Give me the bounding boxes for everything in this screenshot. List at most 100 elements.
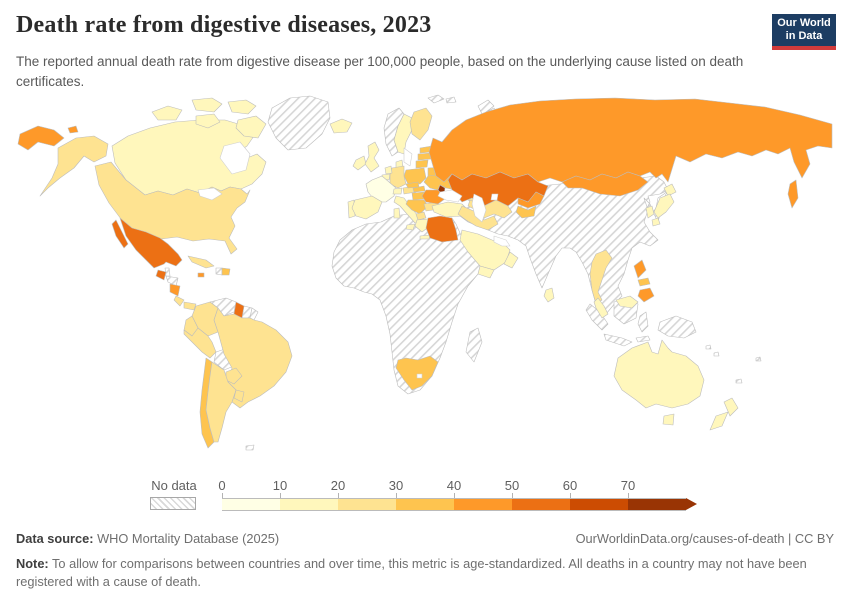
country-russia-sakhalin[interactable] [787,179,799,209]
owid-logo-line2: in Data [785,30,823,42]
legend-bins [222,498,686,511]
legend-no-data-swatch [150,497,196,510]
country-argentina[interactable] [205,361,237,443]
black-sea [437,189,463,203]
country-switzerland[interactable] [392,187,403,195]
region-africa[interactable] [331,213,489,395]
country-italy-sicily[interactable] [405,223,416,231]
region-asia[interactable] [459,175,669,317]
data-source-value: WHO Mortality Database (2025) [93,531,280,546]
map-legend: No data 0 10 20 30 40 50 60 70 [0,478,850,518]
country-japan-kyushu[interactable] [651,217,661,227]
country-iceland[interactable] [329,118,353,134]
legend-bin-10-20[interactable] [280,498,338,511]
legend-bin-50-60[interactable] [512,498,570,511]
country-malaysia[interactable] [593,297,609,319]
country-uk[interactable] [364,141,380,173]
region-lesser-sunda[interactable] [635,335,651,343]
country-canada-arctic-3[interactable] [227,99,257,115]
country-thailand[interactable] [589,249,613,305]
country-spain[interactable] [351,195,383,220]
country-philippines-luzon[interactable] [633,259,647,279]
country-guatemala[interactable] [155,269,167,281]
country-tajikistan[interactable] [515,205,537,219]
country-south-africa[interactable] [395,355,439,391]
country-costa-rica[interactable] [173,295,185,307]
legend-tick-label: 70 [620,478,636,493]
country-alaska[interactable] [39,135,109,197]
country-dominican-republic[interactable] [221,267,231,276]
legend-tick-label: 10 [272,478,288,493]
country-philippines-visayas[interactable] [637,277,651,287]
country-yemen[interactable] [477,265,495,279]
country-egypt[interactable] [425,215,459,243]
attribution-link[interactable]: OurWorldinData.org/causes-of-death | CC … [575,531,834,546]
country-malaysia-borneo[interactable] [615,295,639,309]
world-choropleth-map[interactable] [0,90,850,470]
legend-bin-40-50[interactable] [454,498,512,511]
legend-bin-70+[interactable] [628,498,686,511]
region-greenland[interactable] [267,95,331,151]
owid-logo[interactable]: Our World in Data [772,14,836,50]
legend-bin-60-70[interactable] [570,498,628,511]
country-mexico-baja[interactable] [111,219,129,249]
country-sri-lanka[interactable] [543,287,555,303]
region-haiti[interactable] [215,267,223,276]
country-nicaragua[interactable] [169,283,181,297]
country-japan-hokkaido[interactable] [663,183,677,197]
country-russia-chukotka[interactable] [17,125,65,151]
country-canada-victoria[interactable] [195,113,221,129]
country-mongolia[interactable] [561,171,649,197]
country-finland[interactable] [409,107,433,141]
country-canada-arctic-2[interactable] [191,97,223,113]
country-canada-baffin[interactable] [235,115,267,139]
country-italy-sardinia[interactable] [393,207,401,219]
baltic-sea [403,147,413,167]
legend-bin-0-10[interactable] [222,498,280,511]
region-new-guinea[interactable] [657,315,697,339]
country-canada-arctic-1[interactable] [151,105,183,121]
country-panama[interactable] [183,301,197,311]
country-lithuania[interactable] [415,159,429,169]
legend-no-data-label: No data [151,478,197,493]
legend-bin-30-40[interactable] [396,498,454,511]
country-ireland[interactable] [352,155,367,171]
country-cuba[interactable] [187,255,215,269]
country-kyrgyzstan[interactable] [517,191,545,209]
country-australia[interactable] [613,339,705,409]
country-south-korea[interactable] [645,205,655,219]
country-netherlands[interactable] [384,165,393,175]
region-svalbard-2[interactable] [445,96,457,104]
country-peru[interactable] [183,327,217,359]
legend-tick-label: 30 [388,478,404,493]
country-russia-chukotka-2[interactable] [67,125,79,134]
region-java[interactable] [603,333,633,347]
country-japan-honshu[interactable] [653,193,675,219]
legend-no-data[interactable]: No data [150,478,198,510]
page-title: Death rate from digestive diseases, 2023 [16,12,432,38]
country-jamaica[interactable] [197,272,205,278]
country-albania[interactable] [415,211,427,221]
country-poland[interactable] [403,167,427,185]
country-new-zealand-south[interactable] [709,411,729,431]
data-source: Data source: WHO Mortality Database (202… [16,530,279,549]
country-uruguay[interactable] [233,389,245,403]
region-madagascar[interactable] [465,327,483,363]
legend-bin-20-30[interactable] [338,498,396,511]
country-new-zealand-north[interactable] [723,397,739,417]
chart-subtitle: The reported annual death rate from dige… [16,54,744,89]
region-svalbard[interactable] [427,94,445,104]
region-sulawesi[interactable] [637,311,649,333]
country-philippines-mindanao[interactable] [637,287,655,303]
region-pacific-islands[interactable] [705,344,762,384]
country-oman[interactable] [503,251,519,269]
country-france[interactable] [365,175,397,203]
great-lakes [197,187,223,201]
lake-lesotho [416,373,423,379]
country-australia-tasmania[interactable] [662,413,675,426]
country-mexico[interactable] [119,217,183,269]
region-falkland-islands[interactable] [245,444,255,451]
legend-tick-label: 0 [218,478,226,493]
country-greece-crete[interactable] [419,234,431,240]
